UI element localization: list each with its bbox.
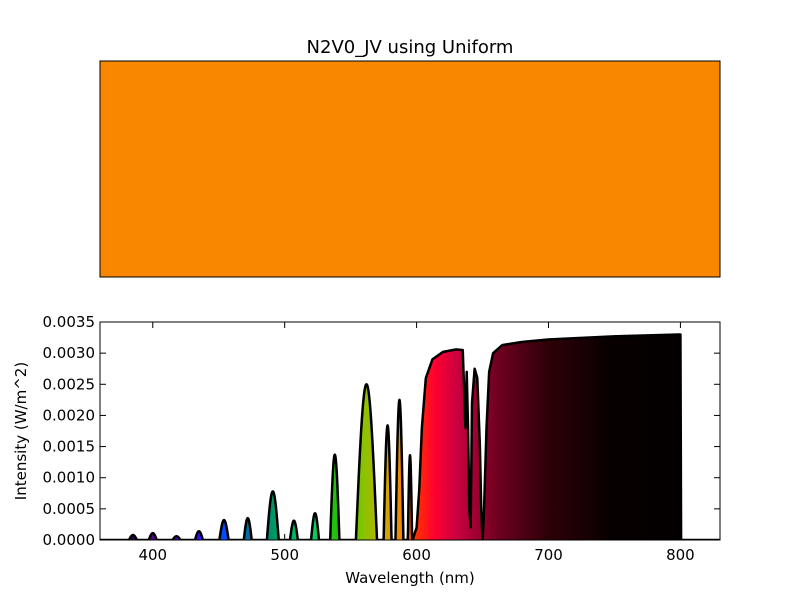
y-tick-label: 0.0015 [43, 438, 96, 456]
y-tick-label: 0.0030 [43, 344, 96, 362]
y-tick-label: 0.0020 [43, 406, 96, 424]
x-axis-label: Wavelength (nm) [345, 569, 475, 587]
x-tick-label: 600 [402, 546, 431, 564]
spectrum-fill [100, 334, 720, 540]
plot-frame [99, 321, 721, 541]
x-tick-label: 400 [138, 546, 167, 564]
swatch-title: N2V0_JV using Uniform [307, 37, 514, 58]
spectrum-line [100, 333, 720, 540]
x-tick-label: 700 [534, 546, 563, 564]
y-tick-label: 0.0005 [43, 500, 96, 518]
y-tick-label: 0.0025 [43, 375, 96, 393]
x-axis: 400 500 600 700 800 [138, 322, 695, 564]
x-tick-label: 800 [666, 546, 695, 564]
y-tick-label: 0.0035 [43, 313, 96, 331]
y-axis-label: Intensity (W/m^2) [12, 362, 30, 500]
y-tick-label: 0.0010 [43, 469, 96, 487]
x-tick-label: 500 [270, 546, 299, 564]
y-tick-label: 0.0000 [43, 531, 96, 549]
y-axis: 0.0000 0.0005 0.0010 0.0015 0.0020 0.0025 0.00… [43, 313, 720, 549]
spectrum-plot: 0.0000 0.0005 0.0010 0.0015 0.0020 0.0025 0.00… [12, 313, 721, 587]
color-swatch [99, 60, 721, 278]
